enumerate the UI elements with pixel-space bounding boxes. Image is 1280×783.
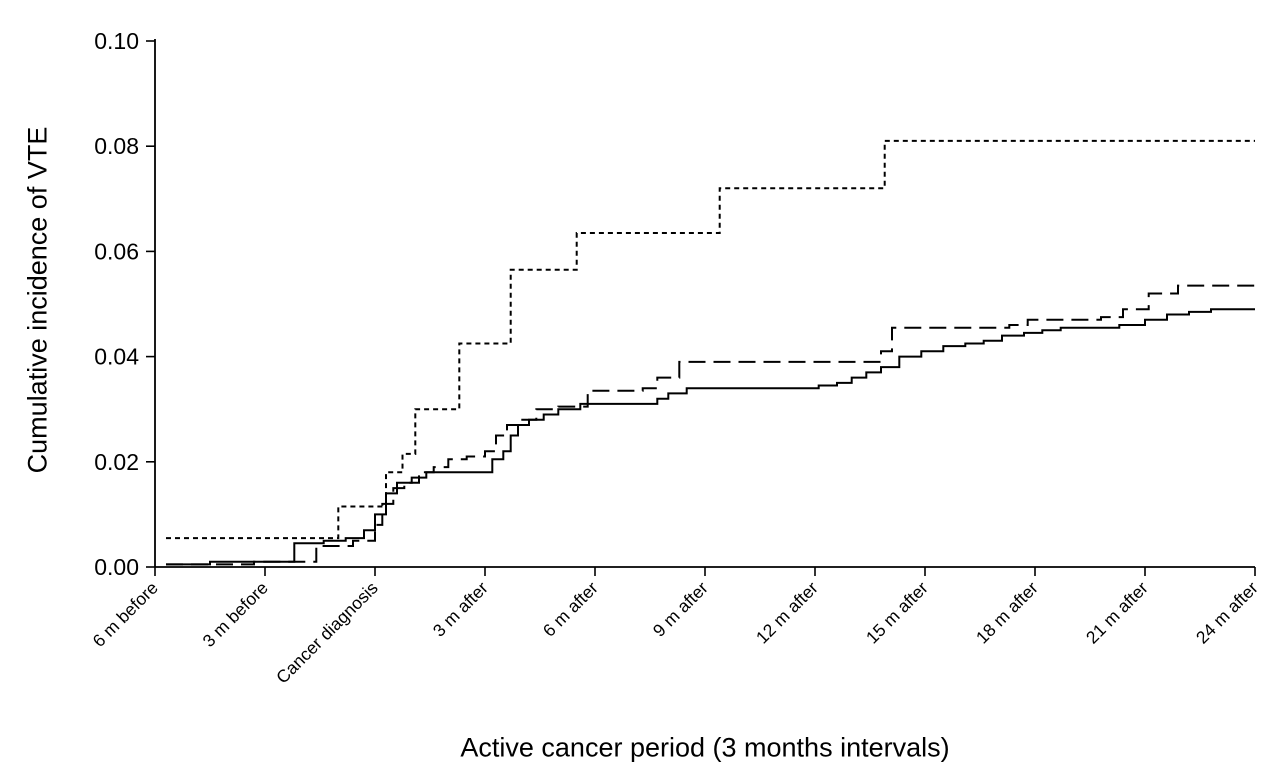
y-tick-label: 0.00 <box>94 554 139 580</box>
x-tick-label: 24 m after <box>1192 578 1262 648</box>
x-tick-label: 6 m after <box>539 578 602 641</box>
x-tick-label: 3 m before <box>199 578 272 651</box>
x-axis-title: Active cancer period (3 months intervals… <box>460 732 950 763</box>
y-tick-label: 0.04 <box>94 344 139 370</box>
series-long-dashed <box>166 284 1255 566</box>
y-tick-label: 0.06 <box>94 238 139 264</box>
y-tick-label: 0.08 <box>94 133 139 159</box>
x-tick-label: 12 m after <box>752 578 822 648</box>
x-tick-label: 9 m after <box>649 578 712 641</box>
y-tick-label: 0.02 <box>94 449 139 475</box>
y-tick-label: 0.10 <box>94 28 139 54</box>
x-tick-label: 18 m after <box>972 578 1042 648</box>
y-axis-title: Cumulative incidence of VTE <box>22 126 53 474</box>
x-tick-label: 3 m after <box>429 578 492 641</box>
series-solid <box>166 308 1255 566</box>
x-tick-label: 21 m after <box>1082 578 1152 648</box>
x-tick-label: Cancer diagnosis <box>272 578 382 688</box>
series-short-dashed <box>166 139 1255 540</box>
x-tick-label: 6 m before <box>89 578 162 651</box>
x-tick-label: 15 m after <box>862 578 932 648</box>
